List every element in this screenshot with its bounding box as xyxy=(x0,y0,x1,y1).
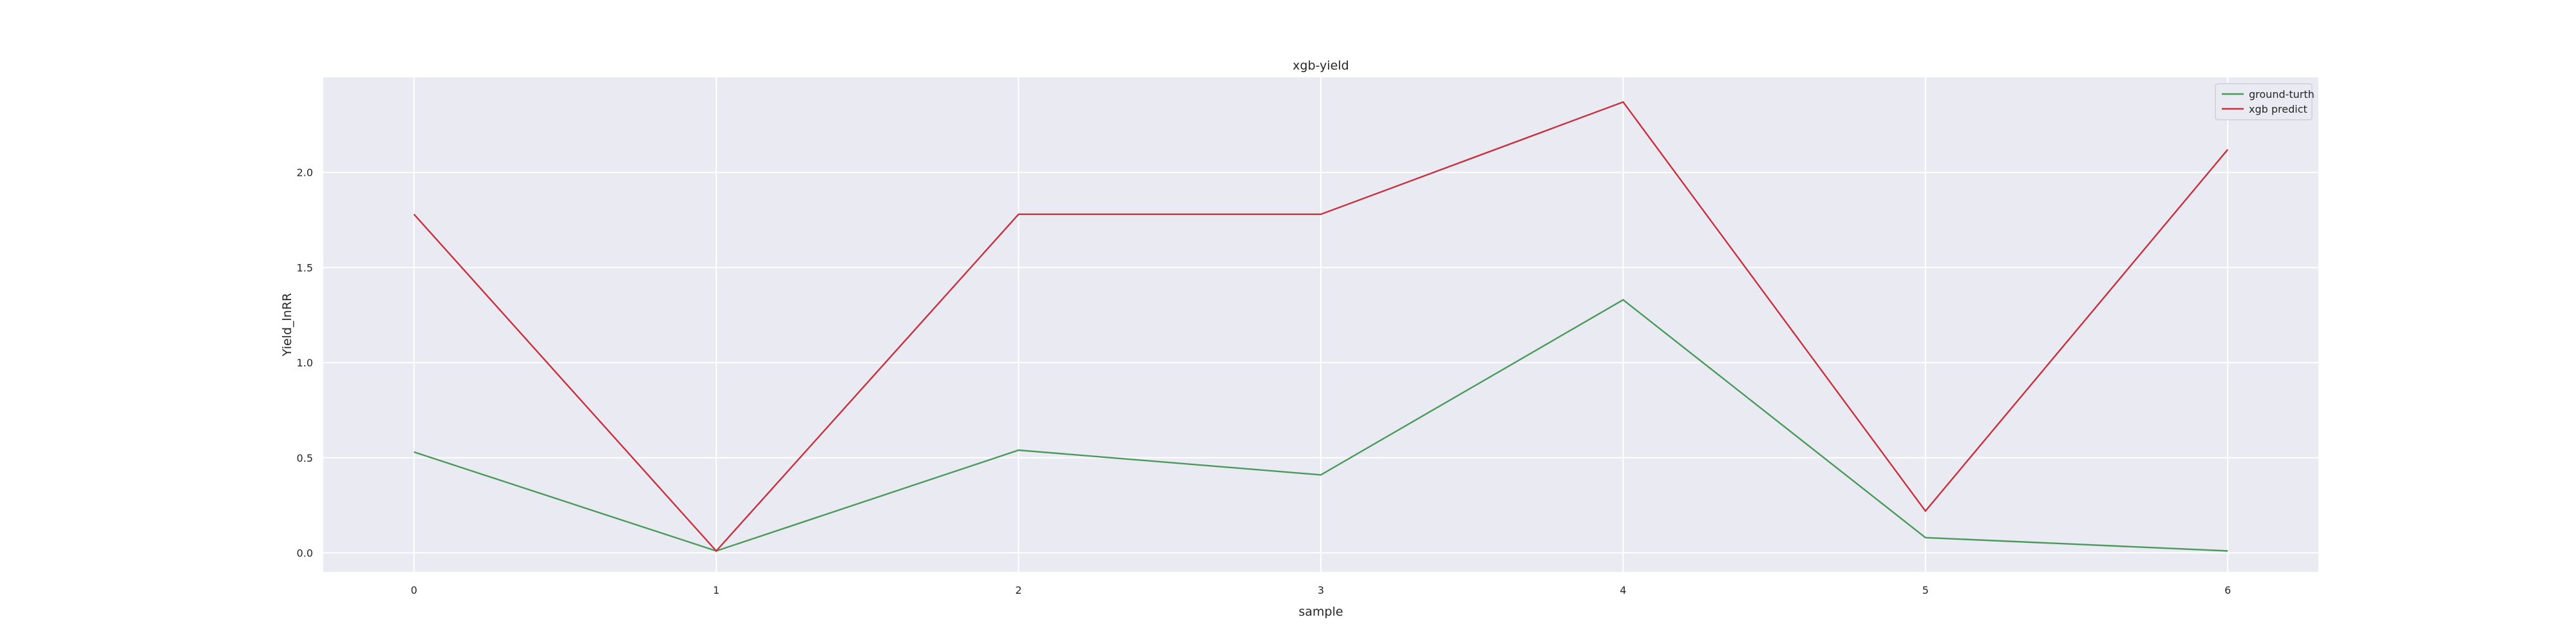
x-tick-label: 1 xyxy=(713,584,719,596)
y-axis-ticks: 0.0 0.5 1.0 1.5 2.0 xyxy=(297,167,313,560)
y-tick-label: 1.5 xyxy=(297,261,313,274)
y-tick-label: 0.5 xyxy=(297,452,313,464)
y-tick-label: 2.0 xyxy=(297,167,313,179)
legend: ground-turth xgb predict xyxy=(2215,83,2315,120)
grid xyxy=(323,77,2318,572)
x-tick-label: 5 xyxy=(1922,584,1929,596)
y-tick-label: 0.0 xyxy=(297,547,313,559)
x-tick-label: 4 xyxy=(1620,584,1626,596)
y-tick-label: 1.0 xyxy=(297,357,313,369)
series-group xyxy=(413,100,2229,553)
chart-title: xgb-yield xyxy=(1293,59,1349,73)
x-tick-label: 6 xyxy=(2224,584,2231,596)
x-axis-label: sample xyxy=(1298,605,1343,619)
y-axis-label: Yield_lnRR xyxy=(280,293,294,357)
legend-box xyxy=(2215,83,2313,120)
legend-label: xgb predict xyxy=(2249,103,2307,115)
x-tick-label: 3 xyxy=(1318,584,1324,596)
x-tick-label: 2 xyxy=(1016,584,1022,596)
legend-label: ground-turth xyxy=(2249,88,2315,100)
x-axis-ticks: 0 1 2 3 4 5 6 xyxy=(411,584,2231,596)
x-tick-label: 0 xyxy=(411,584,417,596)
